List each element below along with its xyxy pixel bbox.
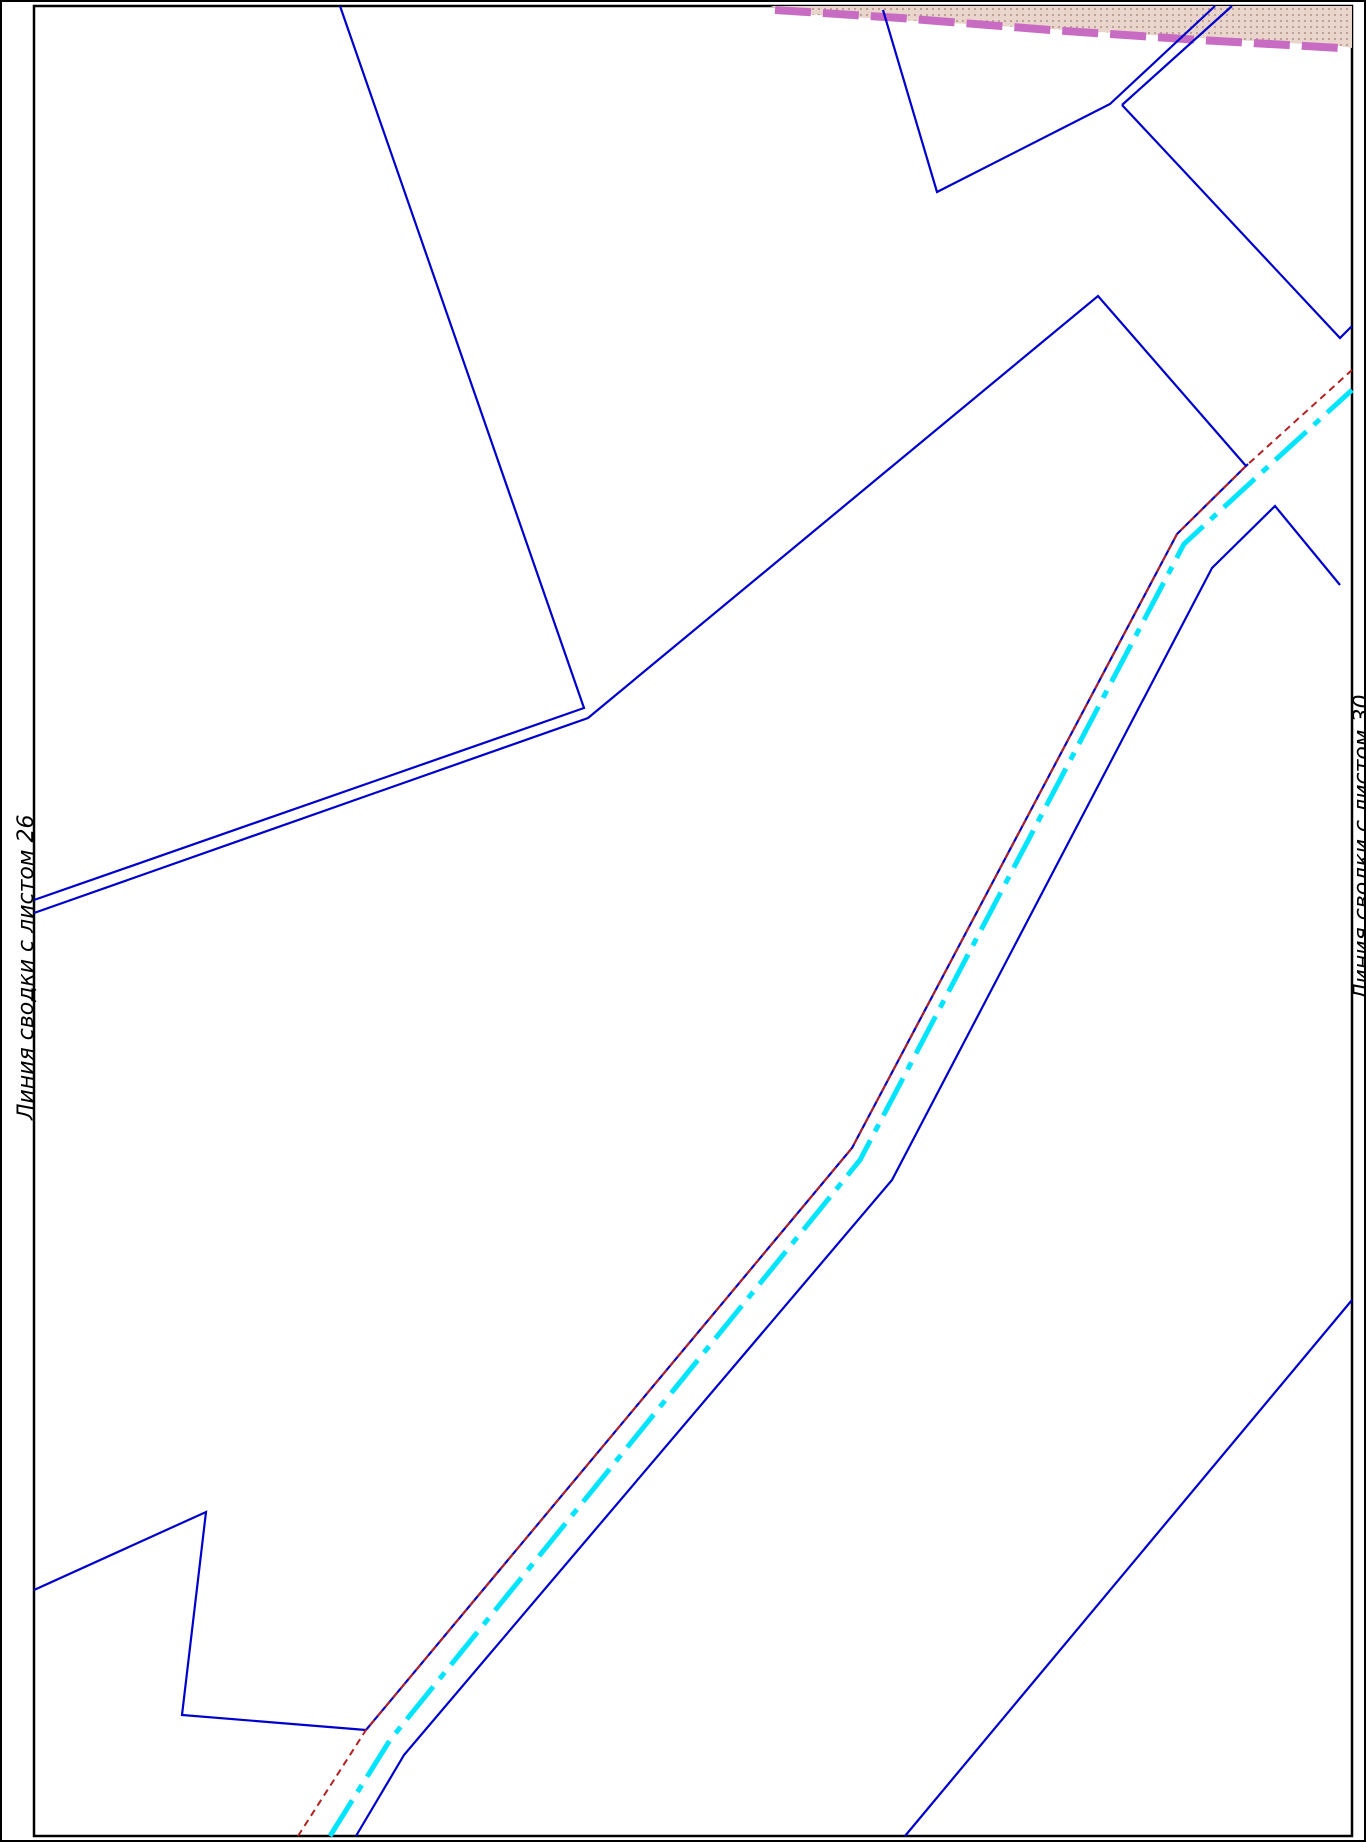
left-join-label: Линия сводки с листом 26 xyxy=(14,814,39,1120)
map-frame xyxy=(32,4,1354,1838)
right-join-label: Линия сводки с листом 30 xyxy=(1350,694,1366,1000)
parcel-boundary-channel-right xyxy=(355,504,1341,1837)
parcel-boundary-lower-left xyxy=(33,1510,367,1732)
parcel-boundary-top-right-c xyxy=(1121,5,1233,106)
parcel-boundary-top-right-b xyxy=(1121,104,1353,340)
parcel-boundary-lower-right xyxy=(904,1299,1353,1837)
parcel-boundary-channel-left xyxy=(365,463,1249,1731)
parcel-boundary-top-right-a xyxy=(881,5,1216,194)
channel-axis xyxy=(327,388,1354,1838)
protection-zone-boundary xyxy=(774,6,1341,52)
parcel-boundary-left-upper xyxy=(33,5,586,902)
parcel-boundary-central xyxy=(33,294,1247,915)
red-line-boundary xyxy=(297,369,1353,1837)
